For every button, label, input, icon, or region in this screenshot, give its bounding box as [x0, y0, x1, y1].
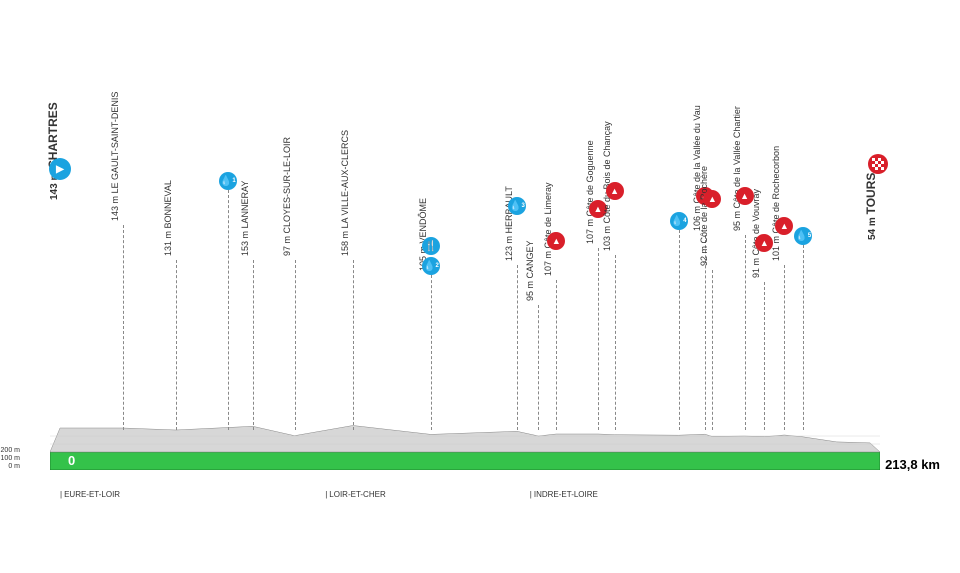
start-icon: ▶ [49, 158, 71, 180]
km-marker: 50,9 [245, 492, 261, 501]
km-marker: 185,9 [754, 492, 774, 501]
total-distance: 213,8 km [885, 457, 940, 472]
km-marker: 146,4 [605, 492, 625, 501]
finish-icon [867, 153, 889, 180]
waypoint-label: 158 m LA VILLE-AUX-CLERCS [340, 130, 350, 256]
waypoint-label: 95 m CANGEY [525, 240, 535, 301]
finish-label: 54 m TOURS [864, 173, 878, 240]
climb-icon [775, 216, 793, 235]
km-marker: 120,6 [507, 482, 527, 491]
zero-km-label: 0 [68, 453, 75, 468]
km-marker: 180,7 [735, 482, 755, 491]
km-marker: 44,3 [220, 482, 236, 491]
km-marker: 203,2 [820, 492, 840, 501]
water-icon: 💧4 [670, 211, 688, 231]
waypoint-label: 153 m LANNERAY [240, 181, 250, 256]
km-marker: 191,2 [774, 502, 794, 511]
climb-icon [606, 181, 624, 200]
km-marker: 61,9 [287, 482, 303, 491]
km-marker: 170,2 [695, 492, 715, 501]
waypoint-label: 97 m CLOYES-SUR-LE-LOIR [282, 137, 292, 256]
climb-icon [703, 189, 721, 208]
start-label: 143 m CHARTRES [46, 102, 60, 200]
terrain-profile [50, 410, 880, 470]
climb-icon [547, 231, 565, 250]
water-icon: 💧3 [508, 196, 526, 216]
waypoint-label: 131 m BONNEVAL [163, 180, 173, 256]
region-label: LOIR-ET-CHER [325, 490, 386, 499]
waypoint-label: 95 m Côte de la Vallée Chartier [732, 106, 742, 231]
water-icon: 💧5 [794, 226, 812, 246]
elevation-profile-chart: 143 m CHARTRES ▶ 54 m TOURS 0 m 100 m 20… [50, 90, 910, 510]
km-marker: 30,6 [168, 482, 184, 491]
km-marker: 172,2 [702, 502, 722, 511]
waypoint-label: 143 m LE GAULT-SAINT-DENIS [110, 92, 120, 221]
km-marker: 196,2 [793, 482, 813, 491]
waypoint-label: 92 m Côte de la Rochère [699, 166, 709, 266]
km-marker: 97,9 [423, 482, 439, 491]
food-icon: 🍴💧2 [422, 236, 440, 276]
region-label: INDRE-ET-LOIRE [530, 490, 598, 499]
km-marker: 163,3 [669, 482, 689, 491]
waypoint-label: 107 m Côte de Limeray [543, 182, 553, 276]
km-marker: 205 [830, 502, 843, 511]
water-icon: 💧1 [219, 171, 237, 191]
waypoint-label: 107 m Côte de Goguenne [585, 140, 595, 244]
region-label: EURE-ET-LOIR [60, 490, 120, 499]
waypoint-label: 101 m Côte de Rochecorbon [771, 146, 781, 261]
